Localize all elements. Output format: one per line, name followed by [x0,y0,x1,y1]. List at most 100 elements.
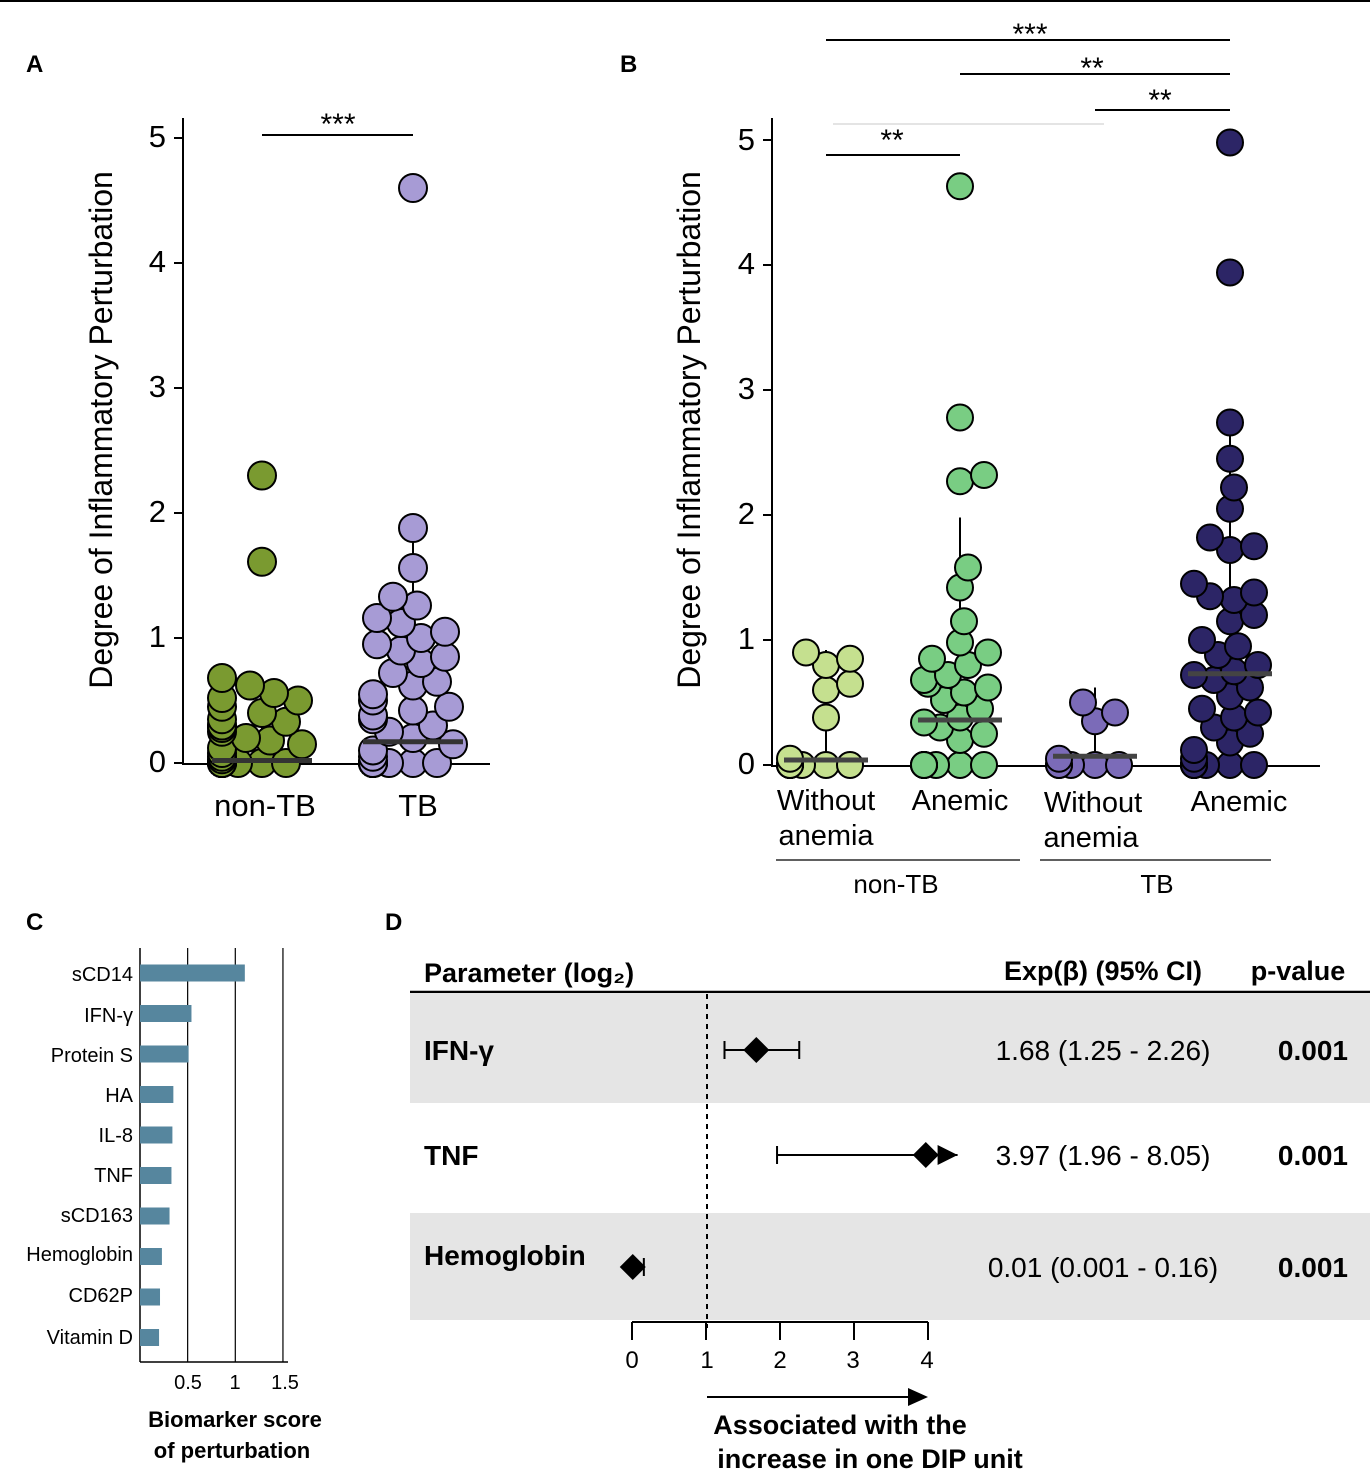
panel-b-data-point [836,644,864,673]
panel-b-data-point [1216,128,1244,157]
y-tick-label: 0 [149,744,166,779]
x-tick-label-line1: Anemic [1191,786,1288,818]
panel-c-x-axis-label-line1: Biomarker score [148,1407,322,1432]
bar-category-label: CD62P [69,1285,133,1307]
table-row-parameter: TNF [424,1140,478,1171]
y-tick-label: 5 [149,119,166,154]
y-tick-label: 0 [738,746,755,781]
panel-b-data-point [1196,523,1224,552]
estimate-diamond [743,1037,770,1063]
y-tick-label: 2 [738,496,755,531]
table-row-shade [410,993,1370,1103]
table-row-parameter: IFN-γ [424,1035,494,1066]
panel-b-data-point [1240,532,1268,561]
panel-b-data-point [946,172,974,201]
panel-a-data-point [398,173,428,203]
panel-b-data-point [812,751,840,779]
table-row-pvalue: 0.001 [1278,1140,1348,1171]
bar-category-label: TNF [94,1165,133,1187]
panel-b-data-point [970,461,998,489]
panel-b-data-point [792,638,820,667]
panel-c-bar [140,1207,170,1225]
x-tick-label: 0 [625,1347,638,1374]
panel-b-data-point [812,676,840,704]
x-tick-label: 1 [700,1347,713,1374]
panel-a-data-point [362,629,392,660]
significance-label: ** [1148,84,1172,117]
x-tick-label-line1: Without [777,785,875,817]
panel-b-y-ticks: 0 1 2 3 4 5 [738,122,755,781]
y-tick-label: 2 [149,494,166,529]
panel-b-data-point [1216,408,1244,437]
panel-b: B Degree of Inflammatory Perturbation 0 … [620,18,1287,899]
table-row-estimate: 0.01 (0.001 - 0.16) [988,1252,1218,1283]
panel-b-data-point [1224,632,1252,661]
table-row-estimate: 3.97 (1.96 - 8.05) [996,1140,1211,1171]
panel-b-data-point [1220,473,1248,502]
x-tick-label-line2: anemia [778,820,874,852]
panel-a-data-point [358,679,388,710]
x-tick-label: 1 [229,1372,240,1394]
x-tick-label: 0.5 [174,1372,202,1394]
panel-b-data-point [970,751,998,779]
panel-c-bar [140,1288,161,1306]
panel-b-data-point [836,669,864,698]
x-tick-label: 1.5 [271,1372,299,1394]
x-tick-label-line2: anemia [1043,822,1139,854]
panel-b-data-point [1240,751,1268,779]
x-tick-label-non-tb: non-TB [214,788,316,823]
table-header-parameter: Parameter (log₂) [424,958,634,988]
panel-b-data-point [1216,258,1244,287]
y-tick-label: 5 [738,122,755,157]
panel-a-data-point [434,691,464,722]
panel-b-data-point [1101,698,1129,727]
panel-c-bar [140,1167,172,1184]
ci-truncation-arrow [937,1145,958,1165]
panel-b-data-point [970,719,998,748]
panel-b-data-point [1188,626,1216,654]
panel-c-label: C [26,909,43,936]
bar-category-label: IFN-γ [84,1005,133,1027]
panel-b-data-point [974,638,1002,667]
panel-c-x-axis-label-line2: of perturbation [154,1438,310,1463]
x-tick-label-line1: Anemic [912,785,1009,817]
table-row-estimate: 1.68 (1.25 - 2.26) [996,1035,1211,1066]
x-tick-label: 3 [846,1347,859,1374]
panel-a-data-point [207,663,237,693]
bar-category-label: IL-8 [99,1125,133,1147]
panel-b-data-point [1240,578,1268,607]
table-header-estimate: Exp(β) (95% CI) [1004,956,1202,986]
panel-a-data-point [430,641,460,672]
group-label-tb: TB [1140,869,1173,899]
panel-a-significance-label: *** [320,108,355,141]
panel-a-data-point [398,695,428,726]
panel-b-data-point [1180,736,1208,764]
panel-a-y-ticks: 0 1 2 3 4 5 [149,119,166,779]
y-tick-label: 1 [738,621,755,656]
x-tick-label-tb: TB [398,788,438,823]
panel-b-data-point [910,751,938,779]
panel-b-data-point [836,751,864,779]
generated-marks: IFN-γ 1.68 (1.25 - 2.26) 0.001 TNF 3.97 (1.9… [139,39,1370,1363]
panel-c-bar [140,1005,192,1022]
panel-b-data-point [946,467,974,496]
panel-a-data-point [235,670,265,701]
y-tick-label: 3 [738,371,755,406]
panel-b-data-point [946,403,974,432]
table-row-pvalue: 0.001 [1278,1035,1348,1066]
table-header-pvalue: p-value [1251,956,1346,986]
significance-label: ** [880,124,904,157]
y-tick-label: 1 [149,619,166,654]
group-label-non-tb: non-TB [853,869,938,899]
panel-d-label: D [385,909,402,936]
panel-c-bar [140,964,245,982]
panel-a: A Degree of Inflammatory Perturbation 0 … [26,51,438,823]
panel-b-data-point [974,673,1002,702]
panel-a-data-point [430,616,460,647]
arrow-caption-line1: Associated with the [713,1410,967,1440]
panel-b-data-point [1188,694,1216,723]
panel-c-bar [140,1329,160,1346]
panel-c-bar [140,1248,162,1265]
panel-b-data-point [918,644,946,673]
